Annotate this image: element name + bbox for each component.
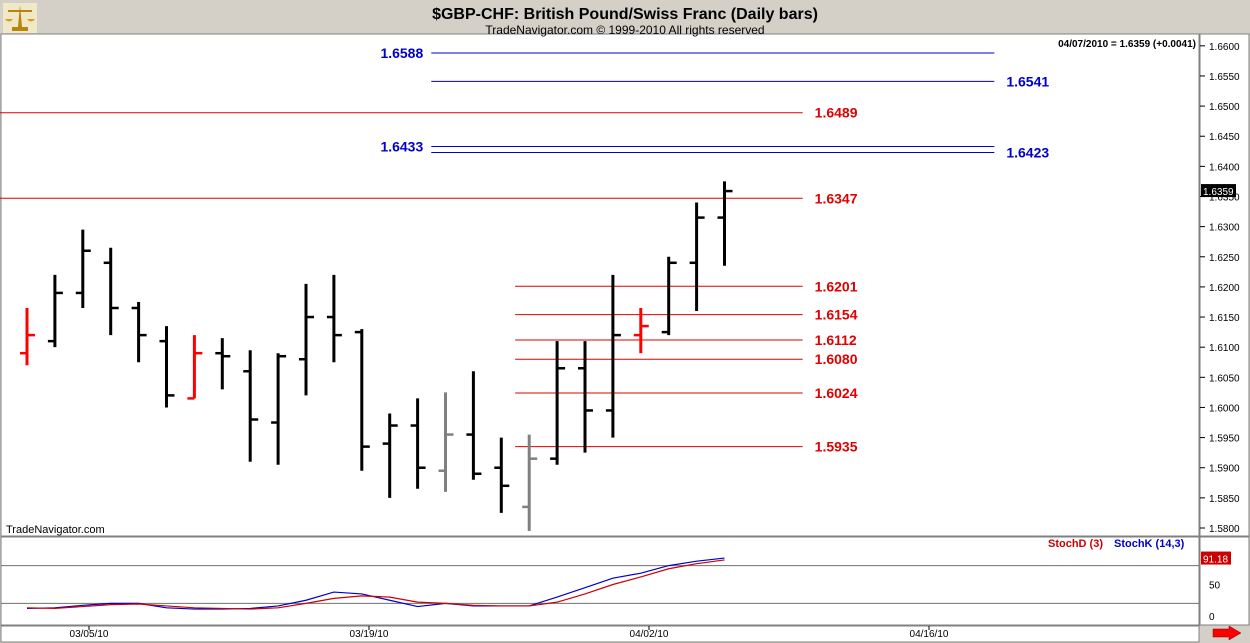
y-tick-label: 1.6250 [1209,253,1240,264]
y-tick-label: 1.5950 [1209,434,1240,445]
ohlc-bar [689,202,705,312]
ohlc-bar [466,371,482,480]
ohlc-bar [47,274,63,348]
y-tick-label: 1.5900 [1209,464,1240,475]
x-tick-label: 03/19/10 [350,629,389,640]
y-tick-label: 1.5800 [1209,524,1240,535]
ohlc-bar [326,274,342,363]
ohlc-bar [243,350,259,462]
y-tick-label: 1.6550 [1209,72,1240,83]
y-tick-label: 1.6350 [1209,192,1240,203]
copyright-text: TradeNavigator.com © 1999-2010 All right… [485,23,764,37]
level-label-1.6154: 1.6154 [815,307,858,323]
y-tick-label: 1.6100 [1209,343,1240,354]
level-label-1.6347: 1.6347 [815,190,858,206]
red-arrow-right-icon[interactable] [1212,625,1242,641]
y-tick-label: 1.6600 [1209,42,1240,53]
date-axis [0,625,1200,643]
level-label-1.6489: 1.6489 [815,105,858,121]
level-label-1.6433: 1.6433 [380,138,423,154]
stochastic-axis [1199,536,1250,626]
y-tick-label: 1.6150 [1209,313,1240,324]
stoch-last-label: 91.18 [1203,555,1228,566]
level-label-1.6541: 1.6541 [1006,73,1049,89]
stoch-series-line [26,559,725,610]
ohlc-bar [75,229,91,308]
y-tick-label: 1.6500 [1209,102,1240,113]
y-tick-label: 1.6000 [1209,403,1240,414]
price-pane [0,33,1200,537]
last-price-label: 1.6359 [1203,187,1234,198]
ohlc-bar [605,274,621,438]
level-label-1.6201: 1.6201 [815,278,858,294]
legend-stochd: StochD (3) [1048,538,1103,550]
y-tick-label: 1.6450 [1209,132,1240,143]
x-tick-label: 04/02/10 [630,629,669,640]
watermark-text: TradeNavigator.com [6,524,105,536]
ohlc-bar [578,341,593,453]
ohlc-bar [271,353,287,465]
ohlc-bar [215,338,231,390]
price-axis [1199,33,1250,537]
chart-title: $GBP-CHF: British Pound/Swiss Franc (Dai… [432,6,818,23]
level-label-1.6080: 1.6080 [815,351,858,367]
ohlc-bar [633,307,649,354]
ohlc-bar [410,398,426,489]
level-label-1.6423: 1.6423 [1006,145,1049,161]
ohlc-bar [494,437,510,513]
ohlc-bar [20,307,35,366]
y-tick-label: 1.6400 [1209,162,1240,173]
y-tick-label: 1.6050 [1209,373,1240,384]
legend-stochk: StochK (14,3) [1114,538,1185,550]
quote-readout: 04/07/2010 = 1.6359 (+0.0041) [1058,39,1196,50]
level-label-1.5935: 1.5935 [815,439,858,455]
stoch-tick-label: 0 [1209,612,1215,623]
ohlc-bar [131,301,147,363]
level-label-1.6024: 1.6024 [815,385,858,401]
stoch-last-badge [1201,551,1231,565]
x-tick-label: 04/16/10 [910,629,949,640]
ohlc-bar [354,329,370,471]
ohlc-bar [159,326,175,408]
stoch-tick-label: 50 [1209,581,1221,592]
ohlc-bar [103,247,119,336]
y-tick-label: 1.6300 [1209,223,1240,234]
y-tick-label: 1.6200 [1209,283,1240,294]
level-label-1.6112: 1.6112 [815,332,857,348]
ohlc-bar [550,341,566,465]
y-tick-label: 1.5850 [1209,494,1240,505]
ohlc-bar [717,181,733,266]
ohlc-bar [522,434,538,531]
ohlc-bar [438,392,454,492]
ohlc-bar [187,335,203,400]
scales-of-justice-icon [3,3,37,33]
x-tick-label: 03/05/10 [70,629,109,640]
ohlc-bar [299,283,314,396]
stochastic-pane [0,536,1200,626]
last-price-badge [1201,184,1236,198]
ohlc-bar [382,413,398,498]
ohlc-bar [661,256,677,336]
level-label-1.6588: 1.6588 [380,45,423,61]
